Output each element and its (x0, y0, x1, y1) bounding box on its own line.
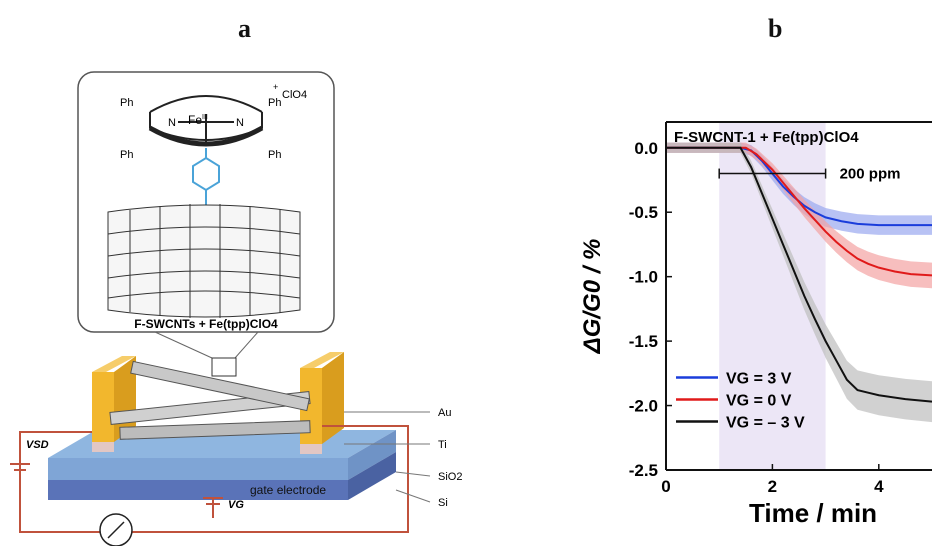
ph-label-tl: Ph (120, 97, 133, 109)
layer-label-ti: Ti (438, 439, 447, 451)
y-tick-label: -2.0 (629, 397, 658, 416)
n-label-left: N (168, 117, 176, 129)
y-axis-label: ΔG/G0 / % (579, 239, 606, 355)
layer-label-si: Si (438, 497, 448, 509)
n-label-right: N (236, 117, 244, 129)
x-tick-label: 4 (874, 477, 884, 496)
porphyrin-structure (148, 95, 264, 147)
gate-electrode-label: gate electrode (250, 483, 326, 497)
device-schematic: Ph Ph Ph Ph N N FeIII ClO4 + F-SWCNTs + … (10, 71, 462, 546)
legend-label-1: VG = 0 V (726, 393, 792, 410)
charge-label: + (273, 82, 278, 92)
counter-ion-label: ClO4 (282, 89, 307, 101)
panel-b-label: b (768, 14, 783, 43)
series-line-2 (666, 146, 932, 403)
chart-title: F-SWCNT-1 + Fe(tpp)ClO4 (674, 129, 859, 146)
circuit-wire (10, 425, 409, 533)
x-tick-label: 2 (768, 477, 777, 496)
ph-label-bl: Ph (120, 149, 133, 161)
ph-label-tr: Ph (268, 97, 281, 109)
y-tick-label: -1.0 (629, 268, 658, 287)
nanotube-illustration (107, 204, 301, 318)
layer-label-sio2: SiO2 (438, 471, 462, 483)
molecule-caption: F-SWCNTs + Fe(tpp)ClO4 (134, 317, 278, 331)
legend-label-2: VG = – 3 V (726, 415, 805, 432)
x-axis-label: Time / min (749, 498, 877, 528)
fe-label: FeIII (188, 113, 208, 127)
y-tick-label: -1.5 (629, 332, 658, 351)
layer-label-au: Au (438, 407, 451, 419)
si-layer (48, 480, 348, 500)
response-chart: 0.0 -0.5 -1.0 -1.5 -2.0 -2.50 2 4 Time / min ΔG/G… (579, 121, 932, 528)
panel-a-label: a (238, 14, 251, 43)
sio2-layer (48, 458, 348, 480)
legend-label-0: VG = 3 V (726, 371, 792, 388)
vg-label: VG (228, 499, 244, 511)
nanotube-network (109, 360, 311, 440)
y-tick-label: -0.5 (629, 203, 658, 222)
ph-label-br: Ph (268, 149, 281, 161)
y-tick-label: 0.0 (634, 139, 658, 158)
series-line-1 (666, 146, 932, 277)
x-tick-label: 0 (661, 477, 670, 496)
vsd-label: VSD (26, 439, 49, 451)
y-tick-label: -2.5 (629, 461, 658, 480)
series-band-1 (666, 142, 932, 289)
exposure-label: 200 ppm (840, 166, 901, 183)
